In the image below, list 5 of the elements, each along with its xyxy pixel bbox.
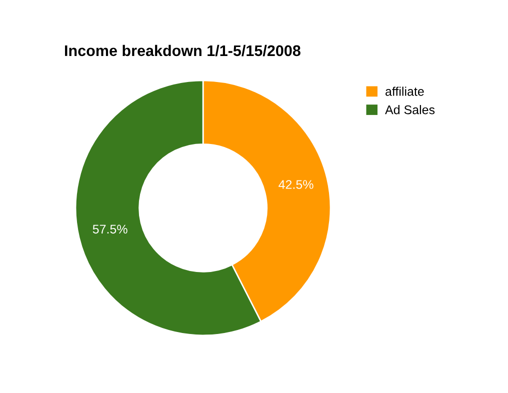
legend-label: Ad Sales (385, 105, 435, 114)
chart-title: Income breakdown 1/1-5/15/2008 (65, 44, 300, 56)
data-label: 57.5% (92, 224, 128, 234)
data-label: 42.5% (278, 180, 314, 189)
legend-label: affiliate (386, 86, 424, 96)
